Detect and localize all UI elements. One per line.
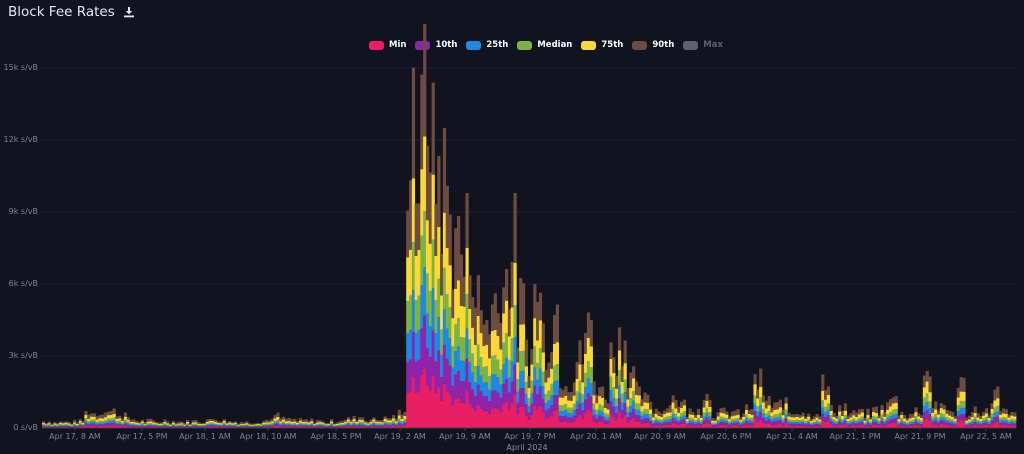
- x-tick-label: Apr 22, 5 AM: [960, 432, 1012, 441]
- legend-swatch: [517, 40, 533, 50]
- x-tick-label: Apr 17, 5 PM: [116, 432, 168, 441]
- chart-title-text: Block Fee Rates: [8, 4, 115, 20]
- x-tick-label: Apr 20, 1 AM: [570, 432, 622, 441]
- legend-swatch: [415, 40, 431, 50]
- legend-swatch: [581, 40, 597, 50]
- y-tick-label: 3k s/vB: [8, 351, 38, 360]
- legend-label: 90th: [652, 40, 675, 50]
- legend-item-90th[interactable]: 90th: [632, 40, 674, 50]
- legend-label: 25th: [486, 40, 509, 50]
- legend-label: Max: [703, 40, 723, 50]
- legend-item-max[interactable]: Max: [683, 40, 723, 50]
- legend-item-75th[interactable]: 75th: [581, 40, 623, 50]
- chart-legend: Min 10th 25th Median 75th 90th Max: [369, 40, 732, 50]
- legend-label: 10th: [435, 40, 458, 50]
- download-icon[interactable]: [123, 6, 135, 18]
- legend-label: Median: [537, 40, 573, 50]
- x-tick-label: Apr 18, 5 PM: [310, 432, 362, 441]
- x-axis-title: April 2024: [506, 443, 548, 452]
- x-tick-label: Apr 18, 10 AM: [239, 432, 297, 441]
- legend-swatch: [632, 40, 648, 50]
- y-tick-label: 15k s/vB: [3, 63, 38, 72]
- x-tick-label: Apr 19, 2 AM: [374, 432, 426, 441]
- x-tick-label: Apr 21, 9 PM: [894, 432, 946, 441]
- x-tick-label: Apr 18, 1 AM: [179, 432, 231, 441]
- x-tick-label: Apr 21, 1 PM: [829, 432, 881, 441]
- x-tick-label: Apr 19, 9 AM: [439, 432, 491, 441]
- y-tick-label: 6k s/vB: [8, 279, 38, 288]
- legend-item-min[interactable]: Min: [369, 40, 406, 50]
- y-tick-label: 12k s/vB: [3, 135, 38, 144]
- chart-title: Block Fee Rates: [8, 4, 135, 20]
- y-tick-label: 9k s/vB: [8, 207, 38, 216]
- legend-item-25th[interactable]: 25th: [466, 40, 508, 50]
- legend-swatch: [466, 40, 482, 50]
- legend-label: 75th: [601, 40, 624, 50]
- x-tick-label: Apr 20, 9 AM: [634, 432, 686, 441]
- x-tick-label: Apr 17, 8 AM: [49, 432, 101, 441]
- legend-label: Min: [389, 40, 407, 50]
- x-tick-label: Apr 20, 6 PM: [700, 432, 752, 441]
- legend-swatch: [369, 40, 384, 50]
- x-tick-label: Apr 21, 4 AM: [766, 432, 818, 441]
- legend-item-10th[interactable]: 10th: [415, 40, 457, 50]
- legend-item-median[interactable]: Median: [517, 40, 572, 50]
- y-tick-label: 0 s/vB: [13, 423, 38, 432]
- legend-swatch: [683, 40, 699, 50]
- x-tick-label: Apr 19, 7 PM: [504, 432, 556, 441]
